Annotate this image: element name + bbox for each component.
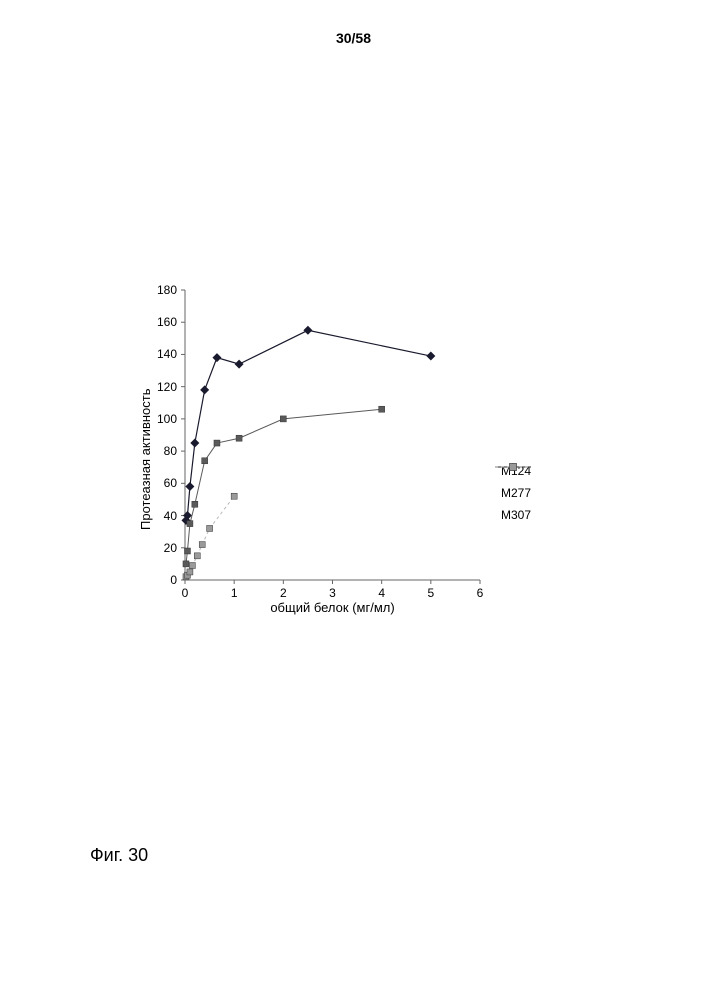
legend-label: M307 <box>501 508 531 522</box>
figure-label: Фиг. 30 <box>90 845 148 866</box>
plot-area <box>185 290 480 580</box>
y-tick-label: 120 <box>157 380 177 394</box>
y-tick-label: 180 <box>157 283 177 297</box>
plot-svg <box>185 290 480 580</box>
y-tick-label: 40 <box>164 509 177 523</box>
y-axis-label: Протеазная активность <box>138 389 153 530</box>
x-tick-label: 0 <box>182 586 189 600</box>
page-number: 30/58 <box>0 30 707 46</box>
page: 30/58 Протеазная активность общий белок … <box>0 0 707 1000</box>
y-tick-label: 140 <box>157 347 177 361</box>
y-tick-label: 20 <box>164 541 177 555</box>
x-tick-label: 3 <box>329 586 336 600</box>
x-tick-label: 5 <box>427 586 434 600</box>
legend-label: M277 <box>501 486 531 500</box>
x-tick-label: 1 <box>231 586 238 600</box>
y-tick-label: 0 <box>170 573 177 587</box>
x-tick-label: 6 <box>477 586 484 600</box>
y-tick-label: 160 <box>157 315 177 329</box>
chart-legend: M124M277M307 <box>495 460 531 526</box>
legend-item: M307 <box>495 504 531 526</box>
x-tick-label: 2 <box>280 586 287 600</box>
x-axis-label: общий белок (мг/мл) <box>185 600 480 615</box>
y-tick-label: 100 <box>157 412 177 426</box>
protease-activity-chart: Протеазная активность общий белок (мг/мл… <box>130 275 590 655</box>
legend-item: M277 <box>495 482 531 504</box>
y-tick-label: 80 <box>164 444 177 458</box>
x-tick-label: 4 <box>378 586 385 600</box>
y-tick-label: 60 <box>164 476 177 490</box>
